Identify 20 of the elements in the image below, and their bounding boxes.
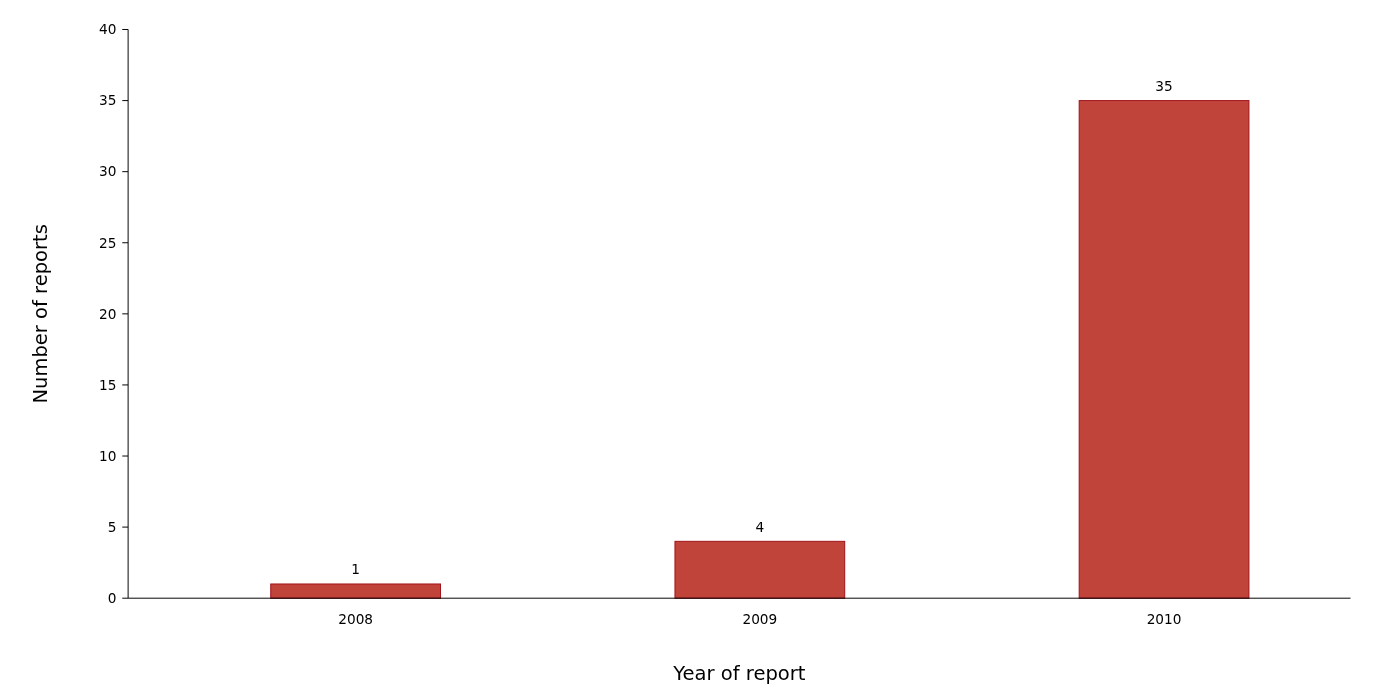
y-tick-label: 40 <box>98 21 117 38</box>
y-axis-title: Number of reports <box>29 224 53 404</box>
y-tick-label: 5 <box>107 518 117 535</box>
y-tick-label: 25 <box>98 234 117 251</box>
y-tick-label: 10 <box>98 447 117 464</box>
data-label: 1 <box>351 561 360 578</box>
bar <box>1078 100 1250 599</box>
data-label: 4 <box>755 518 765 535</box>
bar <box>674 540 846 599</box>
y-tick-label: 30 <box>98 163 117 180</box>
y-tick-label: 0 <box>107 589 117 606</box>
x-tick-label: 2009 <box>742 610 778 627</box>
x-axis-title: Year of report <box>672 662 806 686</box>
bar <box>270 583 442 599</box>
data-label: 35 <box>1155 77 1173 94</box>
x-tick-label: 2010 <box>1146 610 1182 627</box>
y-tick-label: 35 <box>98 92 117 109</box>
y-tick-label: 15 <box>98 376 117 393</box>
y-tick-label: 20 <box>98 305 117 322</box>
x-tick-label: 2008 <box>338 610 374 627</box>
